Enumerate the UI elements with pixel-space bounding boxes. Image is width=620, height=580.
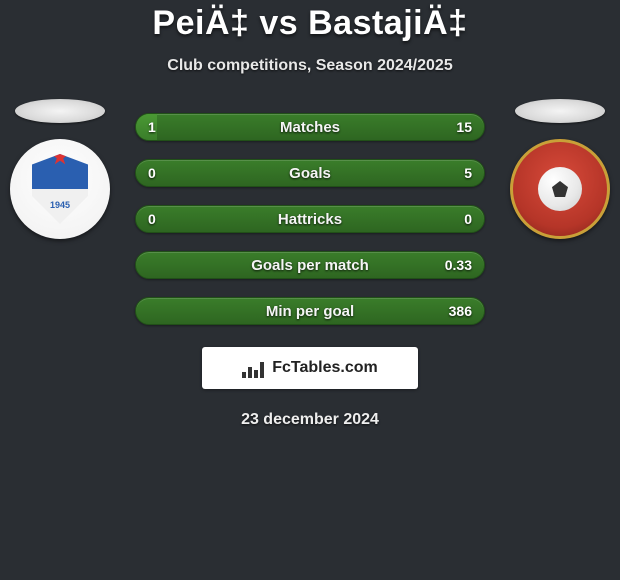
stat-label: Hattricks bbox=[278, 211, 342, 228]
shield-icon: 1945 bbox=[32, 154, 88, 224]
stats-area: 1945 1 Matches 15 0 Goals 5 0 Hattricks … bbox=[0, 113, 620, 325]
stat-bar-min-per-goal: Min per goal 386 bbox=[135, 297, 485, 325]
bar-chart-icon bbox=[242, 358, 266, 378]
right-team-logo[interactable] bbox=[510, 139, 610, 239]
widget-root: PeiÄ‡ vs BastajiÄ‡ Club competitions, Se… bbox=[0, 0, 620, 429]
stat-right-value: 0 bbox=[464, 211, 472, 227]
stat-right-value: 0.33 bbox=[445, 257, 472, 273]
page-title: PeiÄ‡ vs BastajiÄ‡ bbox=[152, 4, 467, 43]
stat-left-value: 0 bbox=[148, 165, 156, 181]
stat-bar-goals-per-match: Goals per match 0.33 bbox=[135, 251, 485, 279]
stat-bar-matches: 1 Matches 15 bbox=[135, 113, 485, 141]
page-subtitle: Club competitions, Season 2024/2025 bbox=[167, 57, 452, 75]
right-team-column bbox=[510, 99, 610, 239]
fctables-link[interactable]: FcTables.com bbox=[202, 347, 418, 389]
stat-left-value: 0 bbox=[148, 211, 156, 227]
update-date: 23 december 2024 bbox=[241, 411, 379, 429]
stat-label: Matches bbox=[280, 119, 340, 136]
stat-label: Goals bbox=[289, 165, 331, 182]
shield-year: 1945 bbox=[50, 200, 70, 210]
stat-label: Goals per match bbox=[251, 257, 369, 274]
stat-right-value: 15 bbox=[456, 119, 472, 135]
football-icon bbox=[538, 167, 582, 211]
stat-right-value: 386 bbox=[449, 303, 472, 319]
stat-right-value: 5 bbox=[464, 165, 472, 181]
left-team-logo[interactable]: 1945 bbox=[10, 139, 110, 239]
stat-label: Min per goal bbox=[266, 303, 354, 320]
stat-bar-hattricks: 0 Hattricks 0 bbox=[135, 205, 485, 233]
left-team-column: 1945 bbox=[10, 99, 110, 239]
left-shadow-ellipse bbox=[15, 99, 105, 123]
stat-bars: 1 Matches 15 0 Goals 5 0 Hattricks 0 Goa… bbox=[135, 113, 485, 325]
fctables-label: FcTables.com bbox=[272, 359, 378, 377]
stat-left-value: 1 bbox=[148, 119, 156, 135]
stat-bar-goals: 0 Goals 5 bbox=[135, 159, 485, 187]
right-shadow-ellipse bbox=[515, 99, 605, 123]
